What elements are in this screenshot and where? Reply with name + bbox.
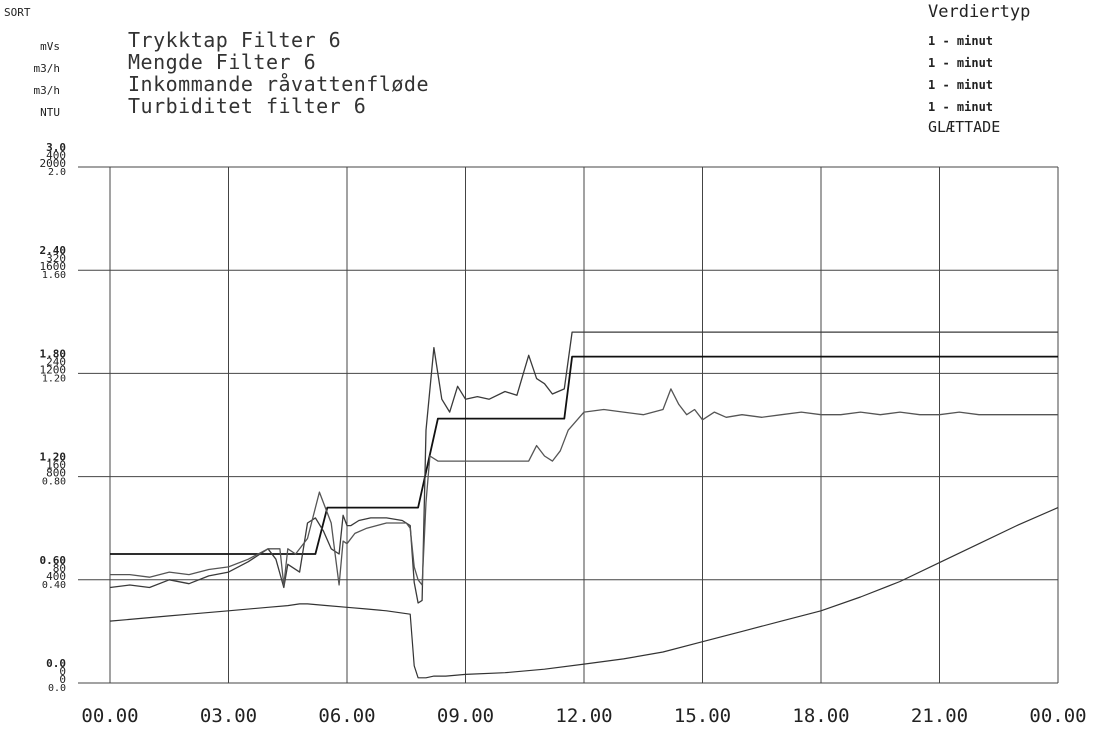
y-tick-label: 1.60 — [42, 270, 66, 281]
y-tick-label: 1600 — [40, 260, 67, 273]
corner-label: SORT — [4, 6, 31, 19]
x-tick-labels: 00.00 03.00 06.00 09.00 12.00 15.00 18.00 21.00… — [81, 705, 1086, 727]
legend-value-type-3: 1 - minut — [928, 78, 994, 92]
y-tick-label: 0.60 — [40, 554, 67, 567]
y-tick-label: 1.80 — [40, 347, 67, 360]
y-tick-label: 800 — [46, 467, 66, 480]
x-tick-label: 00.00 — [81, 705, 138, 727]
y-tick-label: 80 — [53, 562, 66, 575]
y-tick-label: 0.0 — [46, 657, 66, 670]
x-tick-label: 21.00 — [911, 705, 968, 727]
legend-unit-2: m3/h — [33, 62, 61, 75]
y-tick-label: 400 — [46, 149, 66, 162]
x-tick-label: 03.00 — [200, 705, 257, 727]
legend-title-1: Trykktap Filter 6 — [128, 28, 342, 52]
legend-unit-3: m3/h — [33, 84, 61, 97]
x-tick-label: 09.00 — [437, 705, 494, 727]
x-tick-label: 15.00 — [674, 705, 731, 727]
y-tick-label: 3.0 — [46, 141, 66, 154]
y-tick-label: 400 — [46, 570, 66, 583]
x-tick-label: 12.00 — [555, 705, 612, 727]
series-line-2 — [110, 355, 1058, 555]
y-tick-label: 1.20 — [40, 451, 67, 464]
y-tick-label: 240 — [46, 355, 66, 368]
y-tick-labels: 3.040020002.02.4032016001.601.8024012001… — [40, 141, 67, 694]
y-tick-label: 160 — [46, 459, 66, 472]
series-line-4 — [110, 388, 1058, 586]
series-line-1 — [109, 507, 1059, 679]
y-tick-label: 0.40 — [42, 580, 66, 591]
y-tick-label: 0.80 — [42, 477, 66, 488]
y-tick-label: 2000 — [40, 157, 67, 170]
x-tick-label: 00.00 — [1029, 705, 1086, 727]
x-tick-label: 06.00 — [318, 705, 375, 727]
y-tick-label: 0 — [59, 665, 66, 678]
legend-title-4: Turbiditet filter 6 — [128, 94, 367, 118]
legend-value-type-1: 1 - minut — [928, 34, 994, 48]
legend-title-2: Mengde Filter 6 — [128, 50, 317, 74]
series-line-3 — [109, 331, 1058, 604]
legend-unit-4: NTU — [40, 106, 60, 119]
y-tick-label: 320 — [46, 252, 66, 265]
legend-value-type-2: 1 - minut — [928, 56, 994, 70]
y-tick-label: 0 — [59, 673, 66, 686]
y-tick-label: 2.0 — [48, 167, 66, 178]
legend-unit-1: mVs — [40, 40, 60, 53]
value-type-heading: Verdiertyp — [928, 2, 1031, 22]
smoothed-label: GLÆTTADE — [928, 118, 1001, 136]
grid-lines — [78, 166, 1059, 684]
y-tick-label: 2.40 — [40, 244, 67, 257]
legend-title-3: Inkommande råvattenfløde — [128, 72, 429, 96]
x-tick-label: 18.00 — [792, 705, 849, 727]
y-tick-label: 1200 — [40, 363, 67, 376]
y-tick-label: 1.20 — [42, 373, 66, 384]
y-tick-label: 0.0 — [48, 683, 66, 694]
legend-value-type-4: 1 - minut — [928, 100, 994, 114]
series-lines — [109, 331, 1059, 679]
